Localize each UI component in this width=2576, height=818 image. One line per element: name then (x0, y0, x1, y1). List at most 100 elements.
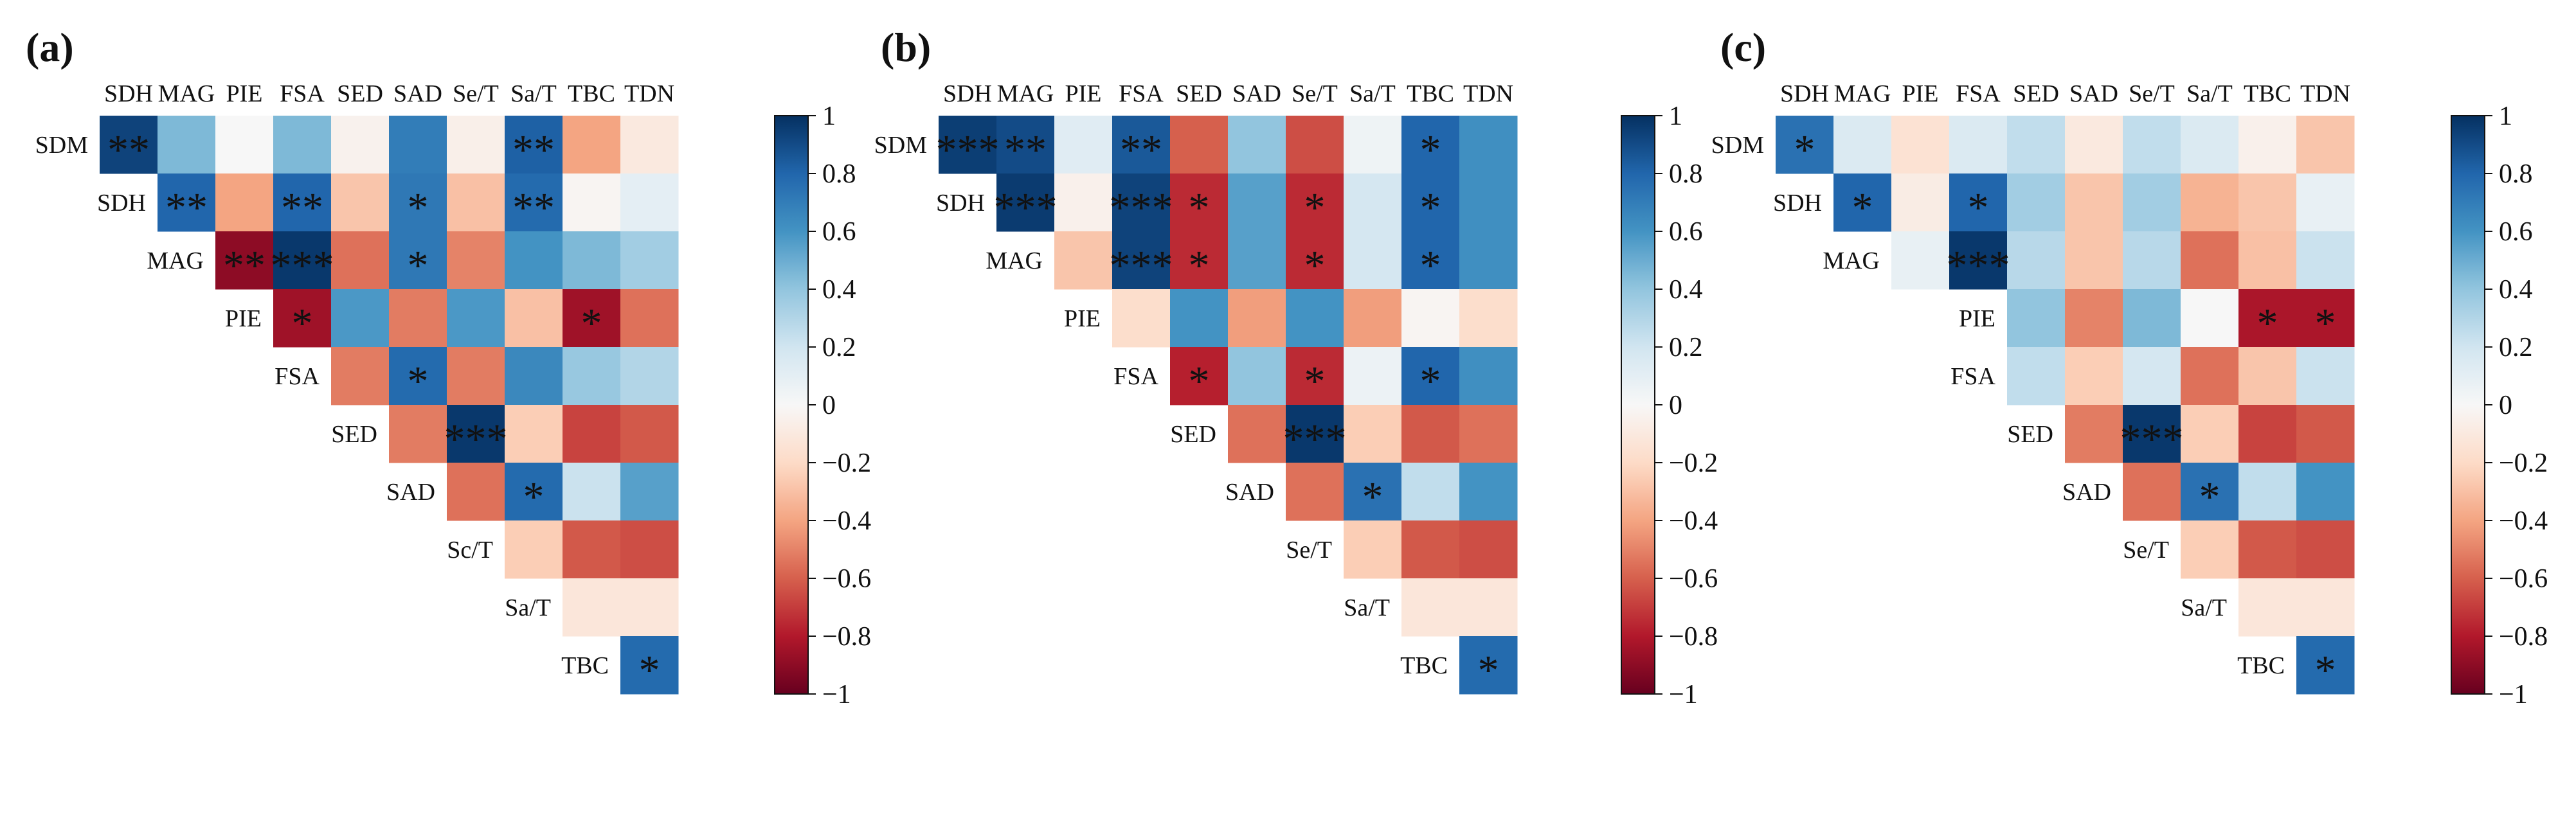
heatmap-cell (1344, 520, 1402, 579)
significance-marker: *** (936, 127, 1000, 173)
column-label: TBC (2244, 80, 2291, 107)
heatmap-cell (1833, 173, 1892, 232)
colorbar-tick-label: 0.4 (1669, 275, 1703, 305)
column-label: TBC (1407, 80, 1454, 107)
heatmap-cell (563, 231, 621, 290)
row-label: SAD (2062, 479, 2111, 506)
row-label: SAD (386, 479, 435, 506)
heatmap-cell (2296, 116, 2355, 174)
heatmap-cell (273, 231, 332, 290)
significance-marker: * (1304, 184, 1326, 231)
heatmap-cell (505, 463, 563, 521)
colorbar-tick-label: 0.2 (822, 333, 856, 362)
heatmap-cell (1459, 173, 1518, 232)
heatmap-cell (2123, 231, 2181, 290)
heatmap-cell (505, 405, 563, 463)
heatmap-cell (996, 173, 1055, 232)
column-label: SED (1176, 80, 1222, 107)
column-label: TDN (1463, 80, 1513, 107)
colorbar-tick-label: −0.2 (2499, 449, 2548, 478)
heatmap-cell (1286, 116, 1344, 174)
heatmap-cell (2296, 405, 2355, 463)
heatmap-cell (1344, 289, 1402, 348)
column-label: Sa/T (510, 80, 557, 107)
significance-marker: * (1189, 184, 1210, 231)
heatmap-cell (1401, 289, 1460, 348)
significance-marker: *** (271, 242, 334, 289)
significance-marker: * (408, 242, 429, 289)
row-label: PIE (225, 305, 262, 332)
heatmap-cell (1228, 173, 1286, 232)
heatmap-cell (215, 173, 274, 232)
significance-marker: * (1852, 184, 1873, 231)
significance-marker: *** (1283, 416, 1347, 463)
significance-marker: * (639, 647, 660, 694)
heatmap-cell (1401, 578, 1460, 637)
colorbar-tick-label: −1 (822, 680, 851, 709)
column-label: SAD (1232, 80, 1281, 107)
heatmap-cell (331, 231, 390, 290)
heatmap-cell (1401, 463, 1460, 521)
heatmap-cell (2007, 231, 2066, 290)
heatmap-cell (2065, 405, 2123, 463)
panel-letter: (a) (26, 24, 74, 70)
heatmap-cell (505, 347, 563, 405)
colorbar-tick-label: 0 (2499, 391, 2512, 420)
row-label: Se/T (1286, 537, 1332, 564)
row-label: Sa/T (505, 594, 551, 621)
significance-marker: * (1794, 127, 1815, 173)
heatmap-cell (1459, 289, 1518, 348)
heatmap-cell (1344, 347, 1402, 405)
row-label: SDM (35, 132, 88, 159)
colorbar-tick-label: 1 (822, 102, 836, 131)
heatmap-cell (1459, 405, 1518, 463)
column-label: PIE (1065, 80, 1102, 107)
column-label: MAG (1834, 80, 1891, 107)
heatmap-cell (2238, 578, 2297, 637)
colorbar-tick-label: −0.6 (2499, 564, 2548, 594)
heatmap-cell (620, 173, 679, 232)
colorbar-tick-label: −0.4 (2499, 506, 2548, 536)
heatmap-cell (2238, 520, 2297, 579)
column-label: Se/T (2129, 80, 2175, 107)
colorbar-tick-label: 1 (1669, 102, 1682, 131)
colorbar-tick-label: 0.4 (2499, 275, 2533, 305)
heatmap-cell (1459, 347, 1518, 405)
heatmap-cell (389, 405, 447, 463)
heatmap-cell (2181, 405, 2239, 463)
significance-marker: ** (512, 184, 555, 231)
heatmap-cell (620, 347, 679, 405)
heatmap-cell (505, 289, 563, 348)
colorbar-tick-label: −1 (1669, 680, 1698, 709)
heatmap-cell (447, 405, 505, 463)
heatmap-cell (2007, 173, 2066, 232)
significance-marker: * (408, 358, 429, 405)
column-label: TBC (568, 80, 615, 107)
heatmap-cell (2181, 289, 2239, 348)
heatmap-cell (620, 463, 679, 521)
column-label: FSA (280, 80, 325, 107)
heatmap-cell (1286, 463, 1344, 521)
heatmap-cell (1949, 231, 2008, 290)
heatmap-cell (1891, 231, 1950, 290)
colorbar (2451, 115, 2485, 695)
column-label: SDH (1780, 80, 1829, 107)
heatmap-cell (620, 289, 679, 348)
heatmap-cell (620, 116, 679, 174)
significance-marker: * (1420, 127, 1441, 173)
heatmap-cell (273, 173, 332, 232)
heatmap-cell (158, 116, 216, 174)
heatmap-cell (215, 231, 274, 290)
significance-marker: * (2315, 647, 2336, 694)
heatmap-cell (996, 116, 1055, 174)
significance-marker: ** (512, 127, 555, 173)
significance-marker: *** (444, 416, 508, 463)
heatmap-cell (2065, 116, 2123, 174)
row-label: SDH (936, 190, 985, 217)
heatmap-cell (447, 231, 505, 290)
heatmap-cell (2181, 520, 2239, 579)
heatmap-cell (331, 116, 390, 174)
heatmap-cell (1401, 405, 1460, 463)
significance-marker: * (408, 184, 429, 231)
heatmap-cell (389, 116, 447, 174)
